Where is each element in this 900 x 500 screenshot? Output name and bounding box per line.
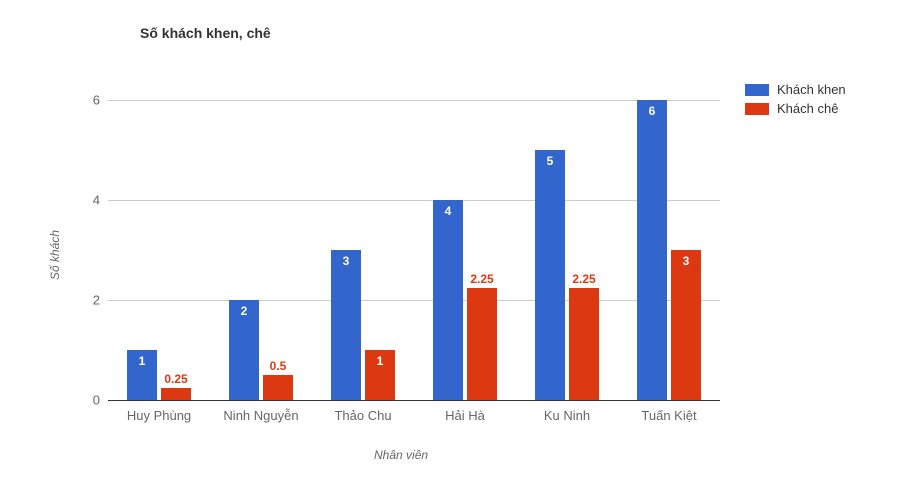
- bar: 2.25: [467, 288, 497, 401]
- bar-group: 31: [331, 100, 395, 400]
- x-tick-label: Hải Hà: [445, 400, 485, 423]
- bar-value-label: 2.25: [572, 272, 595, 288]
- gridline: [108, 100, 720, 101]
- bar: 0.5: [263, 375, 293, 400]
- bar-value-label: 1: [139, 354, 146, 368]
- bar-value-label: 5: [547, 154, 554, 168]
- bar-value-label: 1: [377, 354, 384, 368]
- legend-swatch: [745, 84, 769, 96]
- bar: 3: [671, 250, 701, 400]
- bar-group: 20.5: [229, 100, 293, 400]
- bar-value-label: 2: [241, 304, 248, 318]
- bar: 2: [229, 300, 259, 400]
- x-tick-label: Ninh Nguyễn: [223, 400, 298, 423]
- x-tick-label: Tuấn Kiệt: [641, 400, 696, 423]
- legend: Khách khen Khách chê: [745, 82, 846, 120]
- x-tick-label: Thảo Chu: [334, 400, 391, 423]
- bar-value-label: 4: [445, 204, 452, 218]
- bar: 6: [637, 100, 667, 400]
- bar-value-label: 0.25: [164, 372, 187, 388]
- y-tick-label: 2: [93, 293, 108, 308]
- bar: 4: [433, 200, 463, 400]
- bar: 5: [535, 150, 565, 400]
- bar-group: 10.25: [127, 100, 191, 400]
- bar-group: 52.25: [535, 100, 599, 400]
- bar-group: 63: [637, 100, 701, 400]
- y-tick-label: 4: [93, 193, 108, 208]
- chart-container: Số khách khen, chê Số khách Nhân viên 0 2…: [0, 0, 900, 500]
- y-tick-label: 0: [93, 393, 108, 408]
- bar-value-label: 0.5: [270, 359, 287, 375]
- bar: 3: [331, 250, 361, 400]
- gridline: [108, 200, 720, 201]
- bar: 1: [127, 350, 157, 400]
- bar-value-label: 6: [649, 104, 656, 118]
- bar: 2.25: [569, 288, 599, 401]
- bar-value-label: 3: [683, 254, 690, 268]
- bar-value-label: 2.25: [470, 272, 493, 288]
- x-tick-label: Huy Phùng: [127, 400, 191, 423]
- plot-area: 0246Huy Phùng10.25Ninh Nguyễn20.5Thảo Ch…: [108, 100, 720, 401]
- chart-title: Số khách khen, chê: [140, 25, 271, 41]
- legend-swatch: [745, 103, 769, 115]
- legend-item: Khách chê: [745, 101, 846, 116]
- y-tick-label: 6: [93, 93, 108, 108]
- bar-group: 42.25: [433, 100, 497, 400]
- gridline: [108, 300, 720, 301]
- bar: 0.25: [161, 388, 191, 401]
- x-tick-label: Ku Ninh: [544, 400, 590, 423]
- x-axis-label: Nhân viên: [374, 448, 428, 462]
- bar: 1: [365, 350, 395, 400]
- y-axis-label: Số khách: [48, 230, 62, 280]
- legend-label: Khách chê: [777, 101, 838, 116]
- bar-value-label: 3: [343, 254, 350, 268]
- legend-item: Khách khen: [745, 82, 846, 97]
- legend-label: Khách khen: [777, 82, 846, 97]
